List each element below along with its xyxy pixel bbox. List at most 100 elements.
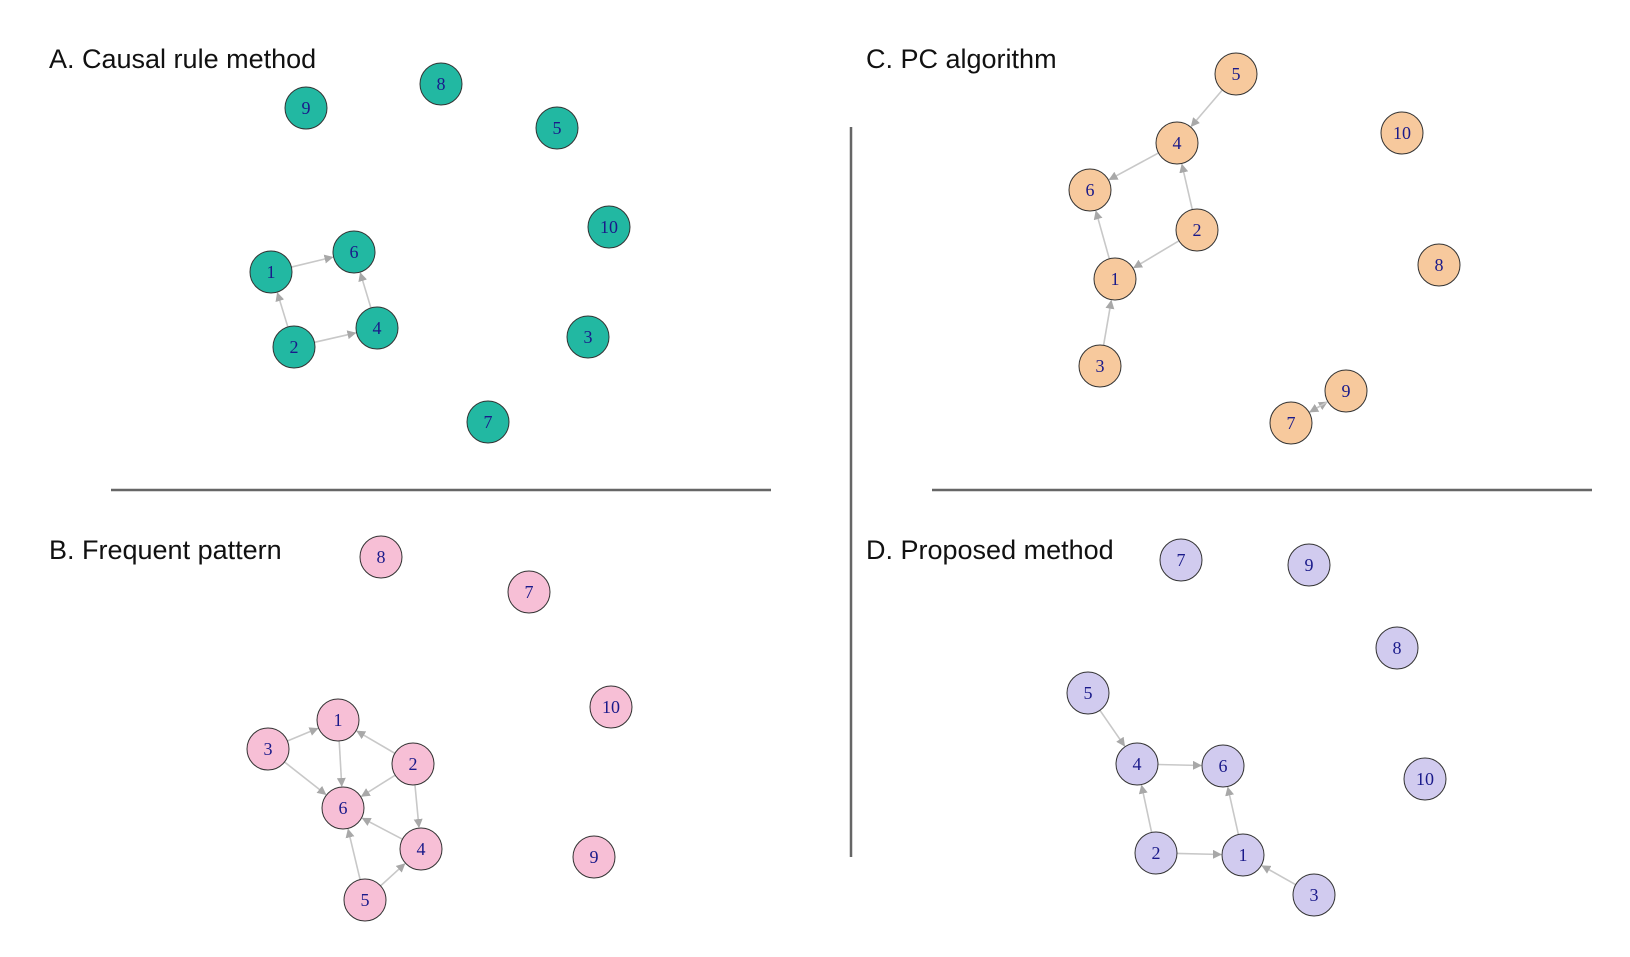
node-c-1: 1 [1093,257,1137,301]
node-label: 1 [1111,269,1120,289]
node-circle [272,325,316,369]
node-label: 4 [373,318,382,338]
node-circle [399,827,443,871]
node-label: 7 [1287,413,1296,433]
node-label: 1 [334,710,343,730]
edge-c-9-to-7 [1309,400,1329,413]
node-c-3: 3 [1078,344,1122,388]
edge-d-4-to-6 [1157,760,1202,770]
node-label: 2 [1152,843,1161,863]
node-label: 6 [339,798,348,818]
node-label: 5 [553,118,562,138]
node-b-1: 1 [316,698,360,742]
node-label: 10 [600,217,618,237]
edge-a-2-to-4 [314,330,357,344]
node-label: 10 [602,697,620,717]
node-circle [1115,742,1159,786]
node-b-8: 8 [359,535,403,579]
node-circle [1159,538,1203,582]
node-a-8: 8 [419,62,463,106]
node-b-3: 3 [246,727,290,771]
node-circle [1175,208,1219,252]
node-circle [587,205,631,249]
node-circle [1403,757,1447,801]
edge-d-2-to-4 [1138,784,1153,833]
node-b-6: 6 [321,786,365,830]
node-circle [1324,369,1368,413]
node-circle [316,698,360,742]
node-circle [246,727,290,771]
node-circle [284,86,328,130]
node-circle [1269,401,1313,445]
panel-title-d: D. Proposed method [866,535,1114,565]
node-circle [466,400,510,444]
node-c-6: 6 [1068,168,1112,212]
node-c-5: 5 [1214,52,1258,96]
graphs-layer: 1 2 3 4 5 6 7 8 9 10 1 2 3 4 5 6 7 8 9 10 1 2 3 4 5 6 7 8 9 10 1 2 3 4 5 6 7… [246,52,1461,922]
edge-b-3-to-6 [284,761,327,796]
node-a-6: 6 [332,230,376,274]
node-d-1: 1 [1221,833,1265,877]
node-label: 1 [267,262,276,282]
node-circle [1068,168,1112,212]
node-circle [343,878,387,922]
node-circle [391,742,435,786]
panel-title-a: A. Causal rule method [49,44,316,74]
node-a-1: 1 [249,250,293,294]
node-circle [1380,111,1424,155]
node-label: 7 [484,412,493,432]
node-label: 3 [1310,885,1319,905]
node-d-9: 9 [1287,543,1331,587]
node-label: 8 [377,547,386,567]
node-circle [1417,243,1461,287]
edge-b-5-to-4 [379,863,406,887]
node-c-7: 7 [1269,401,1313,445]
node-label: 1 [1239,845,1248,865]
edge-b-3-to-1 [287,727,319,742]
node-label: 6 [1086,180,1095,200]
node-a-3: 3 [566,315,610,359]
node-a-4: 4 [355,306,399,350]
edge-c-2-to-4 [1179,163,1194,210]
node-circle [1201,744,1245,788]
node-b-9: 9 [572,835,616,879]
node-label: 6 [1219,756,1228,776]
panel-title-b: B. Frequent pattern [49,535,282,565]
node-d-3: 3 [1292,873,1336,917]
node-label: 3 [1096,356,1105,376]
node-circle [1155,121,1199,165]
node-circle [1221,833,1265,877]
node-label: 6 [350,242,359,262]
node-circle [359,535,403,579]
node-b-7: 7 [507,570,551,614]
node-circle [1292,873,1336,917]
node-label: 2 [409,754,418,774]
edge-c-5-to-4 [1190,89,1223,127]
node-a-7: 7 [466,400,510,444]
node-label: 4 [1133,754,1142,774]
panel-title-c: C. PC algorithm [866,44,1057,74]
node-b-5: 5 [343,878,387,922]
graph-panel-c: 1 2 3 4 5 6 7 8 9 10 [1068,52,1461,445]
graph-panel-a: 1 2 3 4 5 6 7 8 9 10 [249,62,631,444]
edge-c-4-to-6 [1108,152,1159,181]
node-circle [419,62,463,106]
node-label: 8 [1393,638,1402,658]
node-circle [1375,626,1419,670]
graph-panel-b: 1 2 3 4 5 6 7 8 9 10 [246,535,633,922]
edge-a-1-to-6 [291,254,334,268]
node-circle [507,570,551,614]
node-label: 10 [1416,769,1434,789]
edge-d-3-to-1 [1261,865,1297,886]
node-d-5: 5 [1066,671,1110,715]
node-d-8: 8 [1375,626,1419,670]
node-circle [1134,831,1178,875]
edge-d-2-to-1 [1176,849,1222,859]
node-d-2: 2 [1134,831,1178,875]
graph-panel-d: 1 2 3 4 5 6 7 8 9 10 [1066,538,1447,917]
edge-c-3-to-1 [1102,299,1115,346]
edge-b-1-to-6 [336,740,346,787]
edge-b-5-to-6 [345,828,361,880]
node-a-10: 10 [587,205,631,249]
